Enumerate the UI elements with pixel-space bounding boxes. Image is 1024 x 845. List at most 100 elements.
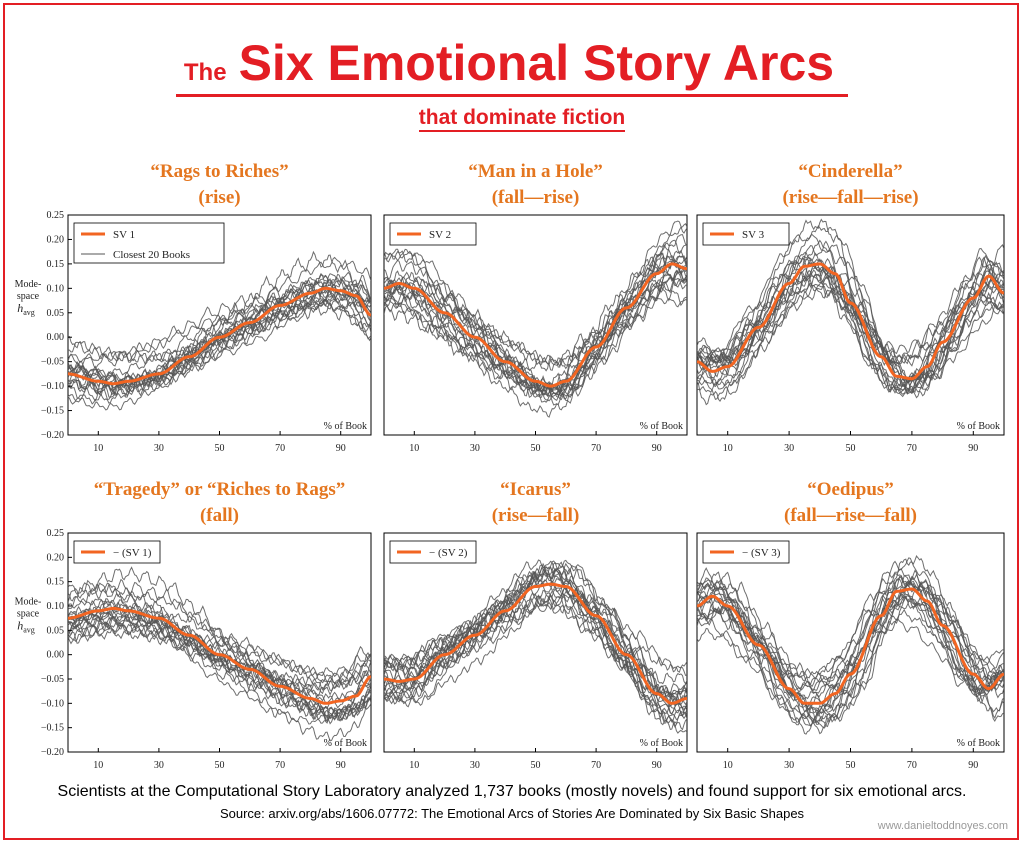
legend-label: − (SV 2) [429, 547, 468, 559]
panel-title: “Cinderella” [798, 161, 902, 182]
x-tick-label: 90 [968, 443, 978, 454]
credit-watermark: www.danieltoddnoyes.com [877, 820, 1008, 832]
book-line [697, 571, 1004, 728]
x-tick-label: 50 [531, 760, 541, 771]
sv-arc-line [68, 286, 371, 386]
y-axis-label: space [17, 609, 40, 620]
legend-box [702, 222, 790, 246]
title-main: Six Emotional Story Arcs [238, 35, 835, 91]
x-tick-label: 10 [409, 760, 419, 771]
y-tick-label: −0.05 [41, 357, 64, 368]
chart-panel-1: “Rags to Riches” (rise) 10 30 50 70 90 % of Boo… [15, 161, 372, 454]
x-tick-label: 70 [275, 760, 285, 771]
subtitle-text: that dominate fiction [418, 106, 626, 132]
y-tick-label: 0.15 [47, 259, 65, 270]
x-tick-label: 30 [784, 443, 794, 454]
chart-panel-4: “Tragedy” or “Riches to Rags” (fall) 10 30 5… [15, 479, 372, 771]
book-line [697, 257, 1004, 394]
book-line [68, 280, 371, 402]
y-tick-label: −0.20 [41, 430, 64, 441]
sv-arc-line [384, 582, 687, 705]
book-line [68, 250, 371, 396]
x-axis-label: % of Book [324, 738, 367, 749]
legend-label: SV 2 [429, 229, 451, 241]
y-axis-label: havg [17, 301, 35, 317]
x-tick-label: 30 [470, 760, 480, 771]
sv-arc-line [68, 606, 371, 705]
x-tick-label: 50 [215, 443, 225, 454]
book-line [384, 256, 687, 392]
book-line [384, 267, 687, 366]
book-line [68, 608, 371, 704]
x-axis-label: % of Book [640, 421, 683, 432]
book-line [697, 256, 1004, 369]
x-tick-label: 50 [846, 443, 856, 454]
panel-subtitle: (rise—fall—rise) [782, 187, 918, 208]
book-line [68, 619, 371, 691]
x-tick-label: 50 [531, 443, 541, 454]
x-tick-label: 70 [591, 760, 601, 771]
chart-panel-3: “Cinderella” (rise—fall—rise) 10 30 50 70 90 % … [696, 161, 1005, 454]
x-tick-label: 10 [409, 443, 419, 454]
x-tick-label: 70 [907, 760, 917, 771]
y-tick-label: −0.15 [41, 723, 64, 734]
y-tick-label: −0.10 [41, 381, 64, 392]
x-tick-label: 70 [591, 443, 601, 454]
x-tick-label: 10 [723, 760, 733, 771]
closest-books-lines [384, 559, 687, 734]
book-line [384, 276, 687, 402]
x-tick-label: 30 [154, 443, 164, 454]
legend-label: SV 3 [742, 229, 765, 241]
sv-arc-line [697, 587, 1004, 705]
book-line [384, 579, 687, 715]
x-tick-label: 90 [652, 443, 662, 454]
y-axis-label: space [17, 291, 40, 302]
y-tick-label: 0.15 [47, 577, 65, 588]
x-axis-label: % of Book [957, 421, 1000, 432]
book-line [697, 575, 1004, 680]
page-subtitle: that dominate fiction [0, 106, 1024, 132]
y-tick-label: −0.15 [41, 406, 64, 417]
legend-box [389, 540, 477, 564]
panel-title: “Oedipus” [807, 479, 894, 500]
book-line [68, 622, 371, 684]
legend: SV 2 [389, 222, 477, 246]
x-tick-label: 50 [846, 760, 856, 771]
book-line [68, 614, 371, 678]
chart-panel-6: “Oedipus” (fall—rise—fall) 10 30 50 70 90 % of … [696, 479, 1005, 771]
x-tick-label: 90 [336, 443, 346, 454]
book-line [697, 239, 1004, 395]
panel-title: “Tragedy” or “Riches to Rags” [94, 479, 346, 500]
panel-title: “Icarus” [500, 479, 571, 500]
book-line [697, 266, 1004, 400]
legend-box [702, 540, 790, 564]
book-line [697, 275, 1004, 392]
y-tick-label: 0.25 [47, 210, 65, 221]
x-axis-label: % of Book [640, 738, 683, 749]
y-tick-label: 0.25 [47, 528, 65, 539]
book-line [697, 256, 1004, 406]
legend-label: − (SV 1) [113, 547, 152, 559]
y-tick-label: 0.05 [47, 625, 65, 636]
chart-panel-2: “Man in a Hole” (fall—rise) 10 30 50 70 90 % of… [383, 161, 688, 454]
legend-box [73, 222, 225, 264]
y-axis-label: havg [17, 619, 35, 635]
x-tick-label: 30 [154, 760, 164, 771]
chart-panel-5: “Icarus” (rise—fall) 10 30 50 70 90 % of Book − … [383, 479, 688, 771]
source-line: Source: arxiv.org/abs/1606.07772: The Em… [219, 806, 805, 821]
x-tick-label: 10 [93, 443, 103, 454]
book-line [68, 598, 371, 742]
x-tick-label: 30 [784, 760, 794, 771]
book-line [68, 621, 371, 719]
x-tick-label: 90 [968, 760, 978, 771]
x-tick-label: 90 [652, 760, 662, 771]
book-line [697, 225, 1004, 397]
x-axis-label: % of Book [957, 738, 1000, 749]
x-axis-label: % of Book [324, 421, 367, 432]
y-axis-label: Mode- [15, 597, 42, 608]
y-tick-label: −0.20 [41, 747, 64, 758]
book-line [697, 593, 1004, 724]
book-line [68, 288, 371, 378]
y-tick-label: 0.20 [47, 234, 65, 245]
